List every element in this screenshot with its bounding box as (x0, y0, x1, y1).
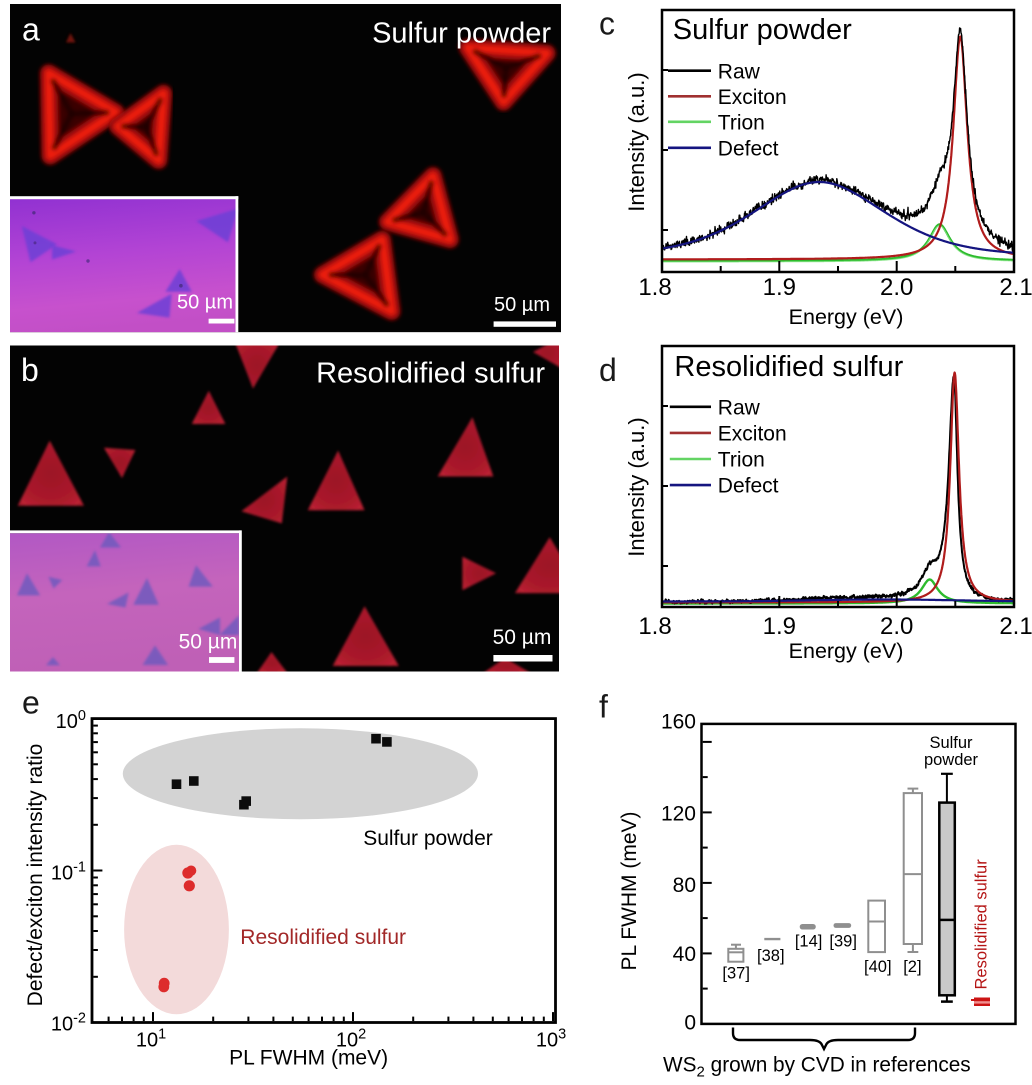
svg-text:Intensity (a.u.): Intensity (a.u.) (624, 417, 649, 556)
svg-text:Energy (eV): Energy (eV) (789, 639, 904, 663)
svg-text:2.1: 2.1 (999, 613, 1032, 640)
svg-text:powder: powder (924, 751, 979, 769)
svg-text:Sulfur powder: Sulfur powder (372, 18, 551, 50)
svg-text:[14]: [14] (795, 932, 823, 950)
svg-text:2.0: 2.0 (880, 274, 913, 301)
svg-text:Resolidified sulfur: Resolidified sulfur (973, 859, 991, 990)
svg-text:50 µm: 50 µm (177, 292, 233, 314)
svg-text:[2]: [2] (903, 958, 921, 976)
svg-text:50 µm: 50 µm (179, 631, 238, 654)
svg-text:Raw: Raw (718, 60, 761, 83)
svg-text:2.0: 2.0 (880, 613, 913, 640)
svg-text:[40]: [40] (864, 958, 892, 976)
svg-text:Resolidified sulfur: Resolidified sulfur (240, 926, 406, 949)
svg-text:f: f (599, 689, 608, 725)
svg-text:80: 80 (673, 874, 696, 897)
svg-text:0: 0 (684, 1011, 696, 1034)
svg-text:[39]: [39] (829, 932, 857, 950)
svg-text:Defect: Defect (718, 137, 779, 160)
svg-text:Sulfur powder: Sulfur powder (363, 827, 493, 850)
svg-text:Raw: Raw (718, 396, 761, 419)
svg-text:PL FWHM (meV): PL FWHM (meV) (229, 1047, 388, 1070)
svg-text:[37]: [37] (722, 965, 750, 983)
svg-text:2.1: 2.1 (999, 274, 1032, 301)
svg-text:Sulfur powder: Sulfur powder (673, 14, 852, 46)
svg-text:Defect/exciton intensity ratio: Defect/exciton intensity ratio (24, 744, 47, 1007)
svg-text:Exciton: Exciton (718, 86, 787, 109)
svg-text:Sulfur: Sulfur (929, 734, 973, 752)
svg-text:40: 40 (673, 943, 696, 966)
svg-text:d: d (599, 352, 617, 388)
svg-text:Resolidified sulfur: Resolidified sulfur (316, 358, 545, 390)
svg-text:[38]: [38] (757, 947, 785, 965)
svg-text:c: c (599, 5, 615, 41)
svg-text:Energy (eV): Energy (eV) (789, 305, 904, 329)
svg-text:160: 160 (661, 711, 696, 734)
svg-text:1.9: 1.9 (763, 613, 796, 640)
svg-text:WS2 grown by CVD in references: WS2 grown by CVD in references (663, 1053, 971, 1080)
svg-text:Defect: Defect (718, 475, 779, 498)
svg-text:b: b (21, 352, 39, 388)
svg-text:50 µm: 50 µm (493, 626, 552, 649)
svg-text:PL FWHM (meV): PL FWHM (meV) (618, 811, 641, 970)
svg-text:120: 120 (661, 802, 696, 825)
svg-text:Intensity (a.u.): Intensity (a.u.) (624, 72, 649, 211)
svg-text:1.9: 1.9 (763, 274, 796, 301)
svg-text:50 µm: 50 µm (494, 294, 550, 316)
svg-text:e: e (22, 684, 40, 720)
svg-text:a: a (22, 12, 40, 48)
svg-text:Resolidified sulfur: Resolidified sulfur (674, 351, 903, 383)
svg-text:1.8: 1.8 (638, 274, 671, 301)
svg-text:Trion: Trion (718, 111, 765, 134)
svg-text:Exciton: Exciton (718, 423, 787, 446)
svg-text:Trion: Trion (718, 449, 765, 472)
svg-text:1.8: 1.8 (638, 613, 671, 640)
